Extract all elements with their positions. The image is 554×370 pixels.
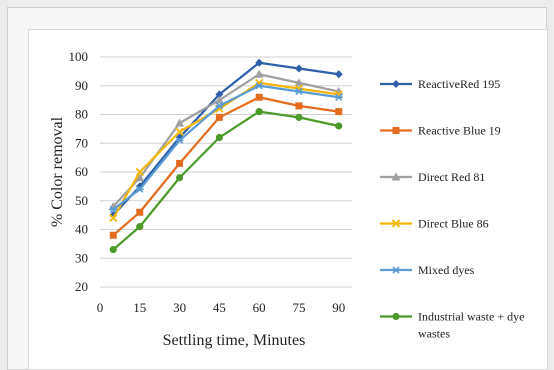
triangle-marker (175, 118, 185, 127)
y-tick-label: 50 (75, 193, 88, 208)
legend-entry: Industrial waste + dye wastes (380, 310, 524, 341)
legend-entry: ReactiveRed 195 (380, 77, 500, 91)
legend-label-line: Direct Red 81 (418, 170, 485, 184)
x-marker (175, 127, 184, 136)
diamond-marker (215, 90, 224, 99)
x-tick-label: 45 (213, 300, 226, 315)
diamond-marker (294, 64, 303, 73)
legend-entry: Direct Red 81 (380, 170, 485, 184)
square-marker (392, 127, 400, 134)
legend-layer: ReactiveRed 195 Reactive Blue 19 Direct Re… (380, 77, 524, 341)
y-tick-label: 20 (75, 279, 88, 294)
x-tick-label: 0 (97, 300, 104, 315)
x-tick-label: 90 (332, 300, 345, 315)
legend-label-line: Mixed dyes (418, 263, 475, 277)
diamond-marker (392, 80, 400, 88)
triangle-marker (135, 173, 145, 182)
legend-label: Direct Blue 86 (418, 217, 489, 231)
circle-marker (109, 246, 117, 254)
legend-label-line: ReactiveRed 195 (418, 77, 500, 91)
legend-label: Industrial waste + dye wastes (418, 310, 524, 341)
x-marker (109, 213, 118, 223)
circle-marker (175, 174, 184, 182)
legend-label: Reactive Blue 19 (418, 124, 501, 138)
x-marker (391, 219, 401, 228)
asterisk-marker (334, 93, 343, 101)
circle-marker (335, 122, 343, 130)
legend-label-line: Industrial waste + dye (418, 310, 524, 324)
asterisk-marker (215, 102, 224, 110)
y-tick-label: 100 (69, 49, 89, 64)
square-marker (335, 108, 343, 116)
x-axis-title: Settling time, Minutes (163, 332, 306, 349)
y-tick-label: 70 (75, 135, 88, 150)
diamond-marker (255, 58, 264, 67)
triangle-marker (294, 78, 304, 87)
x-tick-label: 15 (133, 300, 146, 315)
y-tick-label: 80 (75, 107, 88, 122)
legend-entry: Mixed dyes (380, 263, 475, 277)
triangle-marker (214, 95, 224, 104)
square-marker (295, 102, 303, 110)
legend-label-line: wastes (418, 327, 450, 341)
asterisk-marker (255, 82, 264, 90)
legend-label-line: Reactive Blue 19 (418, 124, 501, 138)
y-tick-label: 40 (75, 222, 88, 237)
y-tick-label: 30 (75, 250, 88, 265)
legend-label: ReactiveRed 195 (418, 77, 500, 91)
series-line (112, 73, 339, 208)
square-marker (136, 208, 144, 216)
triangle-marker (254, 69, 264, 78)
circle-marker (136, 223, 144, 231)
y-tick-label: 90 (75, 78, 88, 93)
square-marker (109, 231, 117, 239)
circle-marker (295, 113, 303, 121)
x-marker (135, 167, 144, 177)
data-series (109, 78, 343, 223)
legend-label-line: Direct Blue 86 (418, 217, 489, 231)
legend-entry: Reactive Blue 19 (380, 124, 501, 138)
asterisk-marker (135, 185, 144, 193)
y-axis-title: % Color removal (49, 116, 66, 227)
data-series (109, 58, 343, 220)
circle-marker (392, 312, 400, 321)
circle-marker (215, 133, 223, 142)
asterisk-marker (175, 136, 184, 144)
circle-marker (255, 108, 263, 116)
x-tick-label: 30 (173, 300, 186, 315)
square-marker (176, 159, 184, 167)
asterisk-marker (294, 87, 303, 96)
asterisk-marker (392, 266, 400, 274)
series-layer (108, 58, 344, 254)
x-tick-label: 75 (292, 300, 305, 315)
asterisk-marker (109, 205, 118, 213)
square-marker (215, 113, 223, 121)
x-tick-label: 60 (253, 300, 266, 315)
data-series (109, 108, 343, 254)
square-marker (255, 93, 263, 101)
legend-label: Direct Red 81 (418, 170, 485, 184)
triangle-marker (391, 172, 401, 181)
legend-label: Mixed dyes (418, 263, 475, 277)
y-tick-label: 60 (75, 164, 88, 179)
diamond-marker (334, 70, 343, 79)
axis-layer: 20 30 40 50 60 70 80 90 100 0 15 30 45 60 75 90 (69, 49, 346, 315)
legend-entry: Direct Blue 86 (380, 217, 489, 231)
data-series (109, 93, 343, 239)
data-series (109, 82, 343, 213)
